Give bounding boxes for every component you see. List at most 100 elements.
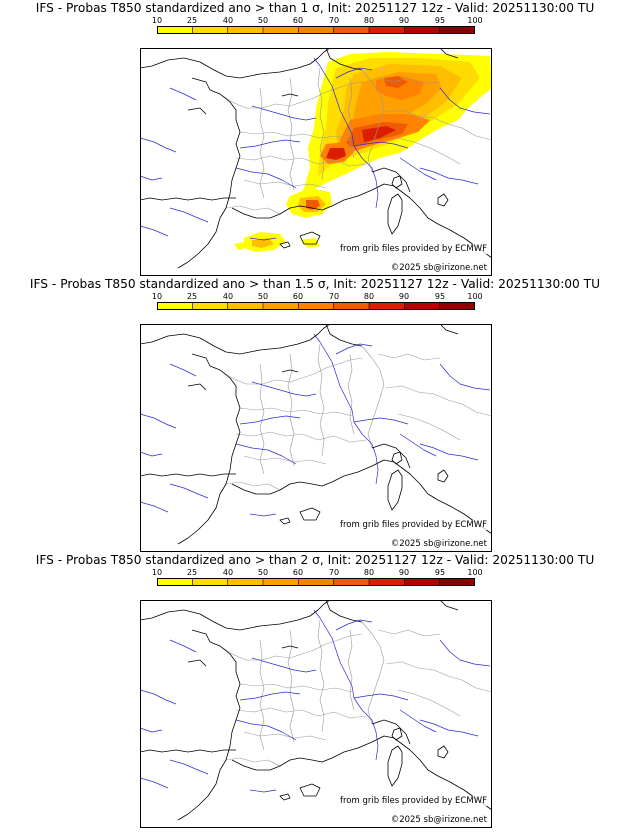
colorbar-tick-label: 50 bbox=[257, 292, 269, 301]
river bbox=[399, 433, 437, 457]
river bbox=[313, 57, 373, 169]
river bbox=[169, 759, 209, 775]
admin-border bbox=[287, 77, 295, 191]
river bbox=[371, 167, 379, 209]
river bbox=[353, 417, 409, 425]
panel-3: IFS - Probas T850 standardized ano > tha… bbox=[0, 552, 630, 828]
colorbar-cell bbox=[262, 26, 299, 34]
colorbar-tick-label: 95 bbox=[434, 292, 446, 301]
panel-2: IFS - Probas T850 standardized ano > tha… bbox=[0, 276, 630, 552]
coastline bbox=[139, 197, 236, 201]
island bbox=[437, 469, 449, 483]
admin-border bbox=[317, 343, 325, 457]
river bbox=[399, 157, 437, 181]
coastline bbox=[187, 659, 207, 667]
river bbox=[439, 639, 491, 667]
colorbar-tick-label: 100 bbox=[467, 16, 483, 25]
colorbar bbox=[157, 302, 475, 310]
island bbox=[391, 175, 403, 189]
colorbar-cell bbox=[439, 302, 475, 310]
colorbar-cell bbox=[157, 26, 193, 34]
admin-border bbox=[225, 205, 281, 215]
copyright-credit: ©2025 sb@irizone.net bbox=[389, 539, 488, 549]
admin-border bbox=[397, 413, 461, 441]
island bbox=[279, 793, 291, 801]
river bbox=[235, 167, 297, 189]
probability-map bbox=[139, 47, 493, 276]
river bbox=[139, 413, 177, 429]
river bbox=[139, 175, 163, 181]
coastline bbox=[177, 629, 241, 821]
river bbox=[249, 789, 277, 793]
coastline bbox=[177, 353, 241, 545]
river bbox=[313, 333, 373, 445]
river bbox=[251, 381, 317, 397]
river bbox=[169, 207, 209, 223]
admin-border bbox=[317, 619, 325, 733]
coastline bbox=[439, 323, 459, 335]
island bbox=[299, 507, 321, 521]
colorbar-tick-label: 95 bbox=[434, 16, 446, 25]
admin-border bbox=[347, 77, 355, 159]
colorbar-tick-label: 40 bbox=[222, 292, 234, 301]
coastline bbox=[187, 107, 207, 115]
colorbar-cell bbox=[333, 302, 370, 310]
colorbar-cell bbox=[404, 302, 441, 310]
island bbox=[387, 193, 403, 235]
colorbar-cell bbox=[157, 302, 193, 310]
coastline bbox=[281, 369, 299, 373]
river bbox=[139, 727, 163, 733]
river bbox=[169, 87, 197, 101]
colorbar-tick-label: 25 bbox=[186, 292, 198, 301]
coastline bbox=[139, 323, 331, 355]
admin-border bbox=[239, 407, 353, 417]
coastline bbox=[325, 323, 363, 347]
colorbar-tick-label: 40 bbox=[222, 16, 234, 25]
island bbox=[279, 241, 291, 249]
river bbox=[139, 777, 169, 789]
panel-title: IFS - Probas T850 standardized ano > tha… bbox=[35, 553, 595, 567]
coastline bbox=[139, 749, 236, 753]
admin-border bbox=[243, 731, 327, 741]
river bbox=[139, 225, 169, 237]
colorbar-cell bbox=[227, 302, 264, 310]
colorbar bbox=[157, 26, 475, 34]
coastline bbox=[231, 183, 493, 259]
admin-border bbox=[385, 109, 493, 141]
colorbar-tick-label: 95 bbox=[434, 568, 446, 577]
colorbar-cell bbox=[262, 302, 299, 310]
colorbar-tick-label: 90 bbox=[398, 292, 410, 301]
admin-border bbox=[259, 639, 265, 751]
probability-map bbox=[139, 599, 493, 828]
admin-border bbox=[239, 683, 353, 693]
admin-border bbox=[287, 353, 295, 467]
river bbox=[251, 657, 317, 673]
coastline bbox=[177, 77, 241, 269]
probability-field bbox=[234, 52, 492, 252]
panel-1: IFS - Probas T850 standardized ano > tha… bbox=[0, 0, 630, 276]
colorbar-tick-label: 90 bbox=[398, 16, 410, 25]
river bbox=[439, 363, 491, 391]
colorbar-cell bbox=[157, 578, 193, 586]
admin-border bbox=[219, 633, 363, 661]
colorbar-cell bbox=[192, 578, 229, 586]
colorbar-cell bbox=[192, 26, 229, 34]
river bbox=[239, 139, 301, 149]
river bbox=[313, 609, 373, 721]
admin-border bbox=[361, 69, 385, 173]
colorbar-tick-label: 70 bbox=[328, 292, 340, 301]
river bbox=[399, 709, 437, 733]
admin-border bbox=[397, 137, 461, 165]
data-source-credit: from grib files provided by ECMWF bbox=[339, 520, 488, 530]
admin-border bbox=[361, 621, 385, 725]
admin-border bbox=[219, 81, 363, 109]
coastline bbox=[325, 47, 363, 71]
colorbar-tick-label: 10 bbox=[151, 16, 163, 25]
coastline bbox=[281, 645, 299, 649]
colorbar-tick-label: 100 bbox=[467, 568, 483, 577]
colorbar bbox=[157, 578, 475, 586]
probability-map bbox=[139, 323, 493, 552]
map-frame: from grib files provided by ECMWF ©2025 … bbox=[139, 47, 493, 276]
data-source-credit: from grib files provided by ECMWF bbox=[339, 244, 488, 254]
admin-border bbox=[347, 353, 355, 435]
